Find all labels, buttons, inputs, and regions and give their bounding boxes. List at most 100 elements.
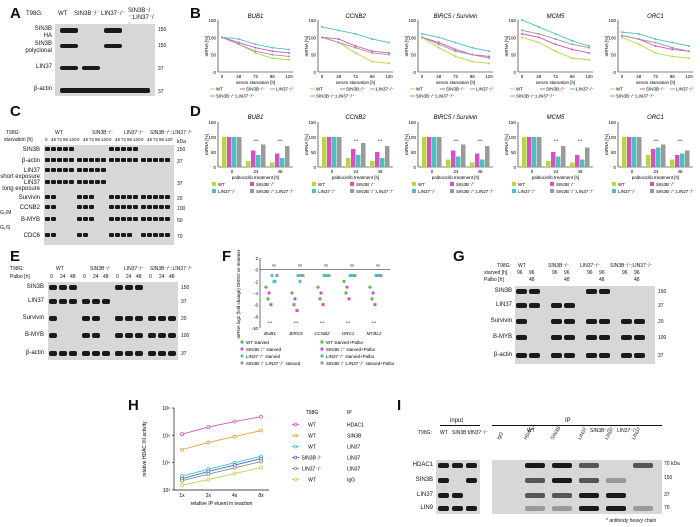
blot-band <box>125 285 133 290</box>
blot-band <box>60 28 78 33</box>
panel-c-time-label: 120 <box>69 137 77 142</box>
blot-band <box>83 217 88 221</box>
panel-f-point <box>319 291 323 295</box>
panel-d-legend-swatch <box>212 182 216 186</box>
panel-d-bar <box>361 143 366 167</box>
blot-band <box>552 478 572 483</box>
panel-d-y-tick: 50 <box>211 150 217 155</box>
panel-b-point <box>671 46 674 49</box>
panel-b-x-tick: 0 <box>221 74 224 79</box>
panel-h-legend-cell: SIN3B⁻/⁻ <box>301 456 322 462</box>
panel-d-legend-label: LIN37⁻/⁻ <box>618 189 637 194</box>
panel-c-row-sub: long exposure <box>2 186 40 192</box>
panel-d-legend-swatch <box>550 189 554 193</box>
panel-b-y-tick: 150 <box>208 18 216 23</box>
blot-band <box>57 168 62 172</box>
panel-g-group: SIN3B⁻/⁻ <box>548 263 570 269</box>
panel-f-sig: *** <box>346 321 351 325</box>
panel-f-legend-label: SIN3B⁻/⁻ starved <box>246 347 282 352</box>
panel-f-y-tick: -2 <box>254 279 258 284</box>
blot-band <box>165 217 170 221</box>
panel-g-palbo-value: 48 <box>564 277 570 283</box>
blot-band <box>127 217 132 221</box>
panel-h-chart: 10³ 10⁴ 10⁵ 10⁶ 1x 2x 4x 8x relative IP eluent i… <box>132 400 377 520</box>
panel-b-point <box>554 50 557 53</box>
panel-b-point <box>588 58 590 61</box>
panel-h-x-tick: 2x <box>206 493 212 499</box>
blot-band <box>115 195 120 199</box>
blot-band <box>45 205 50 209</box>
blot-band <box>69 147 74 151</box>
blot-band <box>121 217 126 221</box>
panel-d-bar <box>537 137 542 167</box>
panel-d-bar <box>675 155 680 167</box>
panel-d-bar <box>475 153 480 167</box>
blot-band <box>159 233 164 237</box>
blot-band <box>634 335 645 340</box>
blot-band <box>599 335 610 340</box>
blot-band <box>92 351 100 356</box>
panel-f-y-label: mRNA log2 (fold change) DMSO vs treatmen… <box>236 250 241 339</box>
blot-band <box>69 299 77 304</box>
panel-c-time-label: 48 <box>51 137 57 142</box>
panel-i-kda: 70 <box>664 505 670 511</box>
panel-f-point <box>353 274 357 277</box>
panel-b-point <box>271 53 274 56</box>
panel-h-svg: 10³ 10⁴ 10⁵ 10⁶ 1x 2x 4x 8x relative IP eluent i… <box>142 406 364 507</box>
panel-c-kda: 70 <box>177 234 183 240</box>
panel-b-y-tick: 150 <box>608 18 616 23</box>
panel-d-legend-label: LIN37⁻/⁻ <box>518 189 537 194</box>
panel-h-legend-ip: HDAC1 <box>347 423 364 429</box>
panel-d-x-tick: 24 <box>453 169 459 174</box>
panel-d-bar <box>627 137 632 167</box>
panel-h-x-tick: 4x <box>232 493 238 499</box>
blot-band <box>133 217 138 221</box>
panel-g-row-label: β-actin <box>493 352 512 358</box>
panel-h-point <box>232 419 237 424</box>
panel-d-bar <box>680 153 685 167</box>
panel-d-bar <box>375 152 380 167</box>
blot-band <box>89 168 94 172</box>
panel-b-y-tick: 0 <box>313 70 316 75</box>
blot-band <box>45 180 50 184</box>
panel-d-bar <box>280 158 285 167</box>
blot-band <box>82 66 100 70</box>
panel-d-x-tick: 24 <box>353 169 359 174</box>
blot-band <box>59 285 67 290</box>
panel-b-y-tick: 150 <box>308 18 316 23</box>
blot-band <box>551 303 562 308</box>
blot-band <box>438 463 449 468</box>
panel-c-row-label: CCNB2 <box>19 205 40 211</box>
panel-g-group: WT <box>518 263 526 269</box>
panel-c-kda: 37 <box>177 181 183 187</box>
panel-d-legend-label: LIN37⁻/⁻ <box>218 189 237 194</box>
panel-g-row-label: SIN3B <box>494 288 512 294</box>
panel-d-bar <box>570 162 575 167</box>
panel-b-point <box>554 43 557 46</box>
panel-f-legend-label: LIN37⁻/⁻ starved+Palbo <box>326 354 375 359</box>
panel-d-bar <box>370 161 375 167</box>
panel-f-y-tick: -8 <box>254 314 258 319</box>
blot-band <box>49 285 57 290</box>
blot-band <box>153 217 158 221</box>
panel-c-time-label: 0 <box>77 137 80 142</box>
blot-band <box>564 319 575 324</box>
panel-d-bar <box>380 158 385 167</box>
panel-d-bar <box>575 155 580 167</box>
panel-b-x-tick: 96 <box>370 74 376 79</box>
blot-band <box>115 147 120 151</box>
panel-b-legend-label: WT <box>316 87 323 92</box>
blot-band <box>115 217 120 221</box>
panel-d-bar <box>527 137 532 167</box>
panel-d-legend-label: SIN3B⁻/⁻ <box>456 182 476 187</box>
panel-b-point <box>621 31 623 34</box>
panel-i-input-line <box>440 425 480 426</box>
panel-d-y-tick: 0 <box>313 165 316 170</box>
panel-d-bar <box>656 147 661 167</box>
panel-b-legend-label: SIN3B⁻/⁻ <box>546 87 566 92</box>
panel-b-legend-label: LIN37⁻/⁻ <box>576 87 595 92</box>
blot-band <box>165 233 170 237</box>
panel-b-point <box>254 43 257 46</box>
panel-d-bar <box>437 137 442 167</box>
panel-d-y-tick: 150 <box>308 120 316 125</box>
